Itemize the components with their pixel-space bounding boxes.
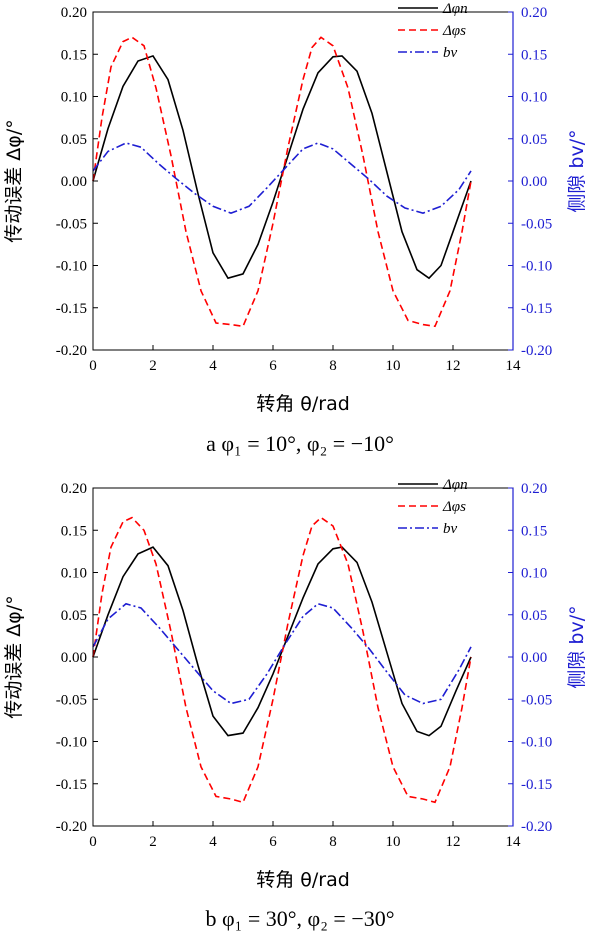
y-tick-label: 0.05 xyxy=(61,132,87,148)
y-right-tick-label: 0.20 xyxy=(521,481,547,497)
y-axis-right-label: 侧隙 bv/° xyxy=(566,605,588,688)
y-right-tick-label: 0.05 xyxy=(521,132,547,148)
x-tick-label: 12 xyxy=(446,358,461,374)
y-tick-label: -0.20 xyxy=(56,343,87,359)
y-right-tick-label: 0.05 xyxy=(521,608,547,624)
ticks-layer: 0 2 4 6 8 10 12 14 0.20 0.15 0.10 0.05 0.00 -0.05 -0.1… xyxy=(56,5,553,374)
y-tick-label: -0.15 xyxy=(56,777,87,793)
x-tick-label: 10 xyxy=(386,358,401,374)
series-line xyxy=(92,546,472,737)
y-right-tick-label: 0.10 xyxy=(521,566,547,582)
y-tick-label: 0.20 xyxy=(61,481,87,497)
y-tick-label: -0.15 xyxy=(56,301,87,317)
y-tick-label: 0.05 xyxy=(61,608,87,624)
y-tick-label: 0.15 xyxy=(61,47,87,63)
y-right-tick-label: -0.15 xyxy=(521,777,552,793)
legend: Δφn Δφs bv xyxy=(398,477,468,537)
legend-label: Δφs xyxy=(442,499,466,515)
x-tick-label: 2 xyxy=(149,834,157,850)
legend-label: bv xyxy=(443,521,458,537)
y-right-tick-label: -0.05 xyxy=(521,216,552,232)
legend-label: bv xyxy=(443,45,458,61)
x-tick-label: 6 xyxy=(269,834,277,850)
x-tick-label: 2 xyxy=(149,358,157,374)
y-tick-label: 0.15 xyxy=(61,523,87,539)
y-tick-label: -0.10 xyxy=(56,259,87,275)
x-axis-label: 转角 θ/rad xyxy=(256,393,350,415)
y-right-tick-label: 0.10 xyxy=(521,90,547,106)
y-right-tick-label: 0.20 xyxy=(521,5,547,21)
x-tick-label: 12 xyxy=(446,834,461,850)
series-line xyxy=(92,142,472,214)
legend-label: Δφs xyxy=(442,23,466,39)
y-tick-label: -0.10 xyxy=(56,735,87,751)
y-tick-label: 0.20 xyxy=(61,5,87,21)
y-right-tick-label: 0.00 xyxy=(521,650,547,666)
y-right-tick-label: -0.05 xyxy=(521,692,552,708)
ticks-layer: 0 2 4 6 8 10 12 14 0.20 0.15 0.10 0.05 0.00 -0.05 -0.1… xyxy=(56,481,553,850)
y-right-tick-label: 0.15 xyxy=(521,47,547,63)
y-right-tick-label: -0.15 xyxy=(521,301,552,317)
plot-frame xyxy=(92,11,514,351)
x-tick-label: 0 xyxy=(89,834,97,850)
panel-caption: a φ₁ = 10°, φ₂ = −10° xyxy=(206,431,394,456)
chart-panel-a: 0 2 4 6 8 10 12 14 0.20 0.15 0.10 0.05 0.00 -0.05 -0.1… xyxy=(3,1,588,456)
y-right-tick-label: 0.15 xyxy=(521,523,547,539)
y-right-tick-label: -0.10 xyxy=(521,259,552,275)
series-line xyxy=(92,516,472,804)
x-tick-label: 8 xyxy=(329,358,337,374)
series-layer xyxy=(92,36,472,328)
y-right-tick-label: -0.20 xyxy=(521,343,552,359)
legend-label: Δφn xyxy=(442,477,468,493)
x-tick-label: 14 xyxy=(506,358,522,374)
y-axis-label: 传动误差 Δφ/° xyxy=(3,119,25,242)
y-tick-label: -0.05 xyxy=(56,692,87,708)
x-tick-label: 0 xyxy=(89,358,97,374)
y-right-tick-label: 0.00 xyxy=(521,174,547,190)
plot-frame xyxy=(92,487,514,827)
x-axis-label: 转角 θ/rad xyxy=(256,869,350,891)
y-tick-label: 0.00 xyxy=(61,650,87,666)
y-axis-right-label: 侧隙 bv/° xyxy=(566,129,588,212)
chart-panel-b: 0 2 4 6 8 10 12 14 0.20 0.15 0.10 0.05 0.00 -0.05 -0.1… xyxy=(3,477,588,931)
y-right-tick-label: -0.10 xyxy=(521,735,552,751)
x-tick-label: 8 xyxy=(329,834,337,850)
y-tick-label: 0.10 xyxy=(61,566,87,582)
y-axis-label: 传动误差 Δφ/° xyxy=(3,595,25,718)
y-tick-label: -0.20 xyxy=(56,819,87,835)
y-right-tick-label: -0.20 xyxy=(521,819,552,835)
series-line xyxy=(92,36,472,328)
x-tick-label: 4 xyxy=(209,834,217,850)
panel-caption: b φ₁ = 30°, φ₂ = −30° xyxy=(205,906,394,931)
x-tick-label: 6 xyxy=(269,358,277,374)
y-tick-label: 0.00 xyxy=(61,174,87,190)
legend: Δφn Δφs bv xyxy=(398,1,468,61)
series-line xyxy=(92,602,472,705)
y-tick-label: -0.05 xyxy=(56,216,87,232)
legend-label: Δφn xyxy=(442,1,468,17)
y-tick-label: 0.10 xyxy=(61,90,87,106)
x-tick-label: 4 xyxy=(209,358,217,374)
series-line xyxy=(92,54,472,280)
x-tick-label: 10 xyxy=(386,834,401,850)
series-layer xyxy=(92,516,472,804)
x-tick-label: 14 xyxy=(506,834,522,850)
